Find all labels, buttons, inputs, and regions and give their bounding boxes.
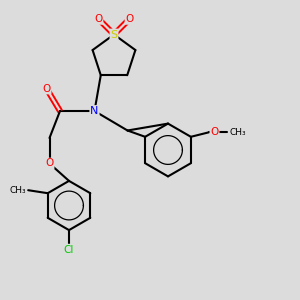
Text: CH₃: CH₃ (9, 186, 26, 195)
Text: CH₃: CH₃ (230, 128, 247, 137)
Text: O: O (45, 158, 54, 169)
Text: O: O (94, 14, 103, 24)
Text: Cl: Cl (64, 244, 74, 255)
Text: O: O (210, 127, 219, 137)
Text: O: O (125, 14, 134, 24)
Text: S: S (110, 29, 118, 40)
Text: O: O (42, 83, 51, 94)
Text: N: N (90, 106, 99, 116)
